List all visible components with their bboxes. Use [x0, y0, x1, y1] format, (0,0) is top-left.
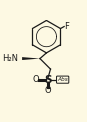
Text: H₂N: H₂N	[2, 54, 18, 63]
FancyBboxPatch shape	[57, 76, 69, 83]
Text: Abs: Abs	[57, 77, 68, 82]
Text: F: F	[64, 22, 69, 31]
Text: S: S	[44, 75, 52, 85]
Polygon shape	[22, 57, 40, 60]
Text: O: O	[33, 75, 39, 84]
Text: O: O	[45, 86, 51, 95]
